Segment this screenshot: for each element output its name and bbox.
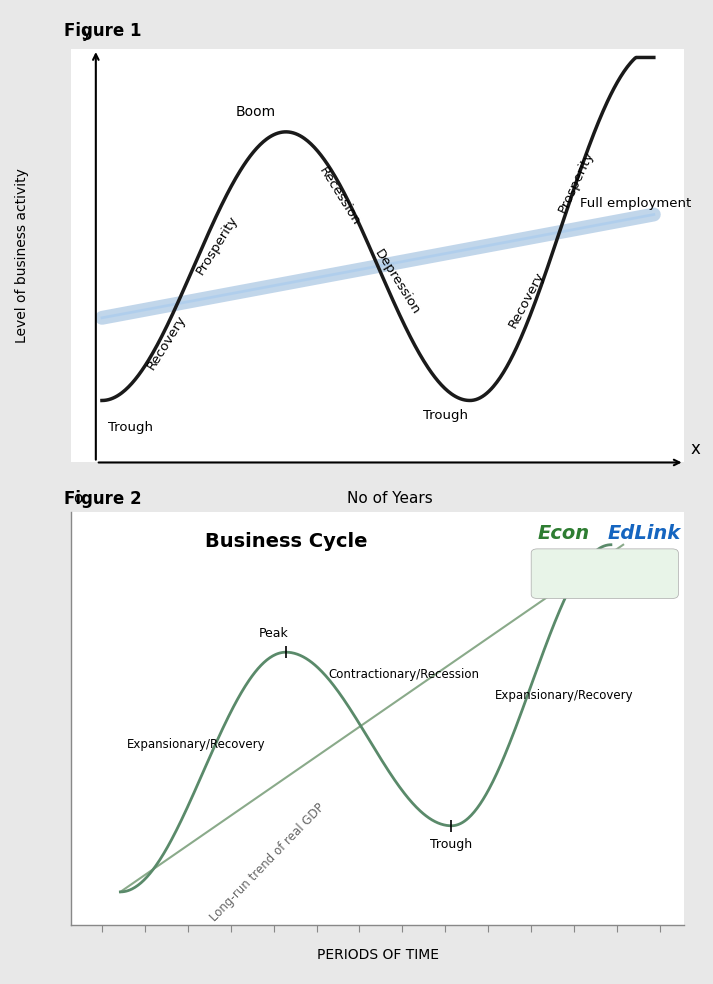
- Text: Trough: Trough: [431, 838, 473, 851]
- Text: Figure 2: Figure 2: [64, 490, 142, 508]
- Text: Business Cycle: Business Cycle: [205, 532, 367, 551]
- Text: Trough: Trough: [423, 408, 468, 422]
- Text: x: x: [691, 441, 700, 459]
- Text: Econ: Econ: [538, 524, 590, 543]
- Text: Prosperity: Prosperity: [194, 213, 240, 277]
- FancyBboxPatch shape: [531, 549, 678, 598]
- Text: Trough: Trough: [108, 421, 153, 434]
- Text: Peak: Peak: [259, 627, 289, 640]
- Text: Expansionary/Recovery: Expansionary/Recovery: [494, 689, 633, 702]
- Text: Recovery: Recovery: [507, 270, 547, 331]
- Text: Contractionary/Recession: Contractionary/Recession: [329, 668, 480, 681]
- Text: Level of business activity: Level of business activity: [15, 168, 29, 343]
- Text: Depression: Depression: [371, 248, 422, 318]
- X-axis label: PERIODS OF TIME: PERIODS OF TIME: [317, 948, 439, 962]
- Text: Expansionary/Recovery: Expansionary/Recovery: [126, 738, 265, 752]
- Text: Recovery: Recovery: [145, 312, 189, 372]
- Text: y: y: [82, 23, 91, 41]
- Text: o: o: [73, 491, 82, 507]
- Text: EdLink: EdLink: [607, 524, 681, 543]
- Text: EconEdLink: EconEdLink: [580, 567, 629, 576]
- Text: Recession: Recession: [317, 165, 363, 228]
- Text: No of Years: No of Years: [347, 491, 433, 507]
- Text: Long-run trend of real GDP: Long-run trend of real GDP: [207, 801, 327, 924]
- Text: Figure 1: Figure 1: [64, 22, 142, 39]
- Text: Boom: Boom: [235, 105, 275, 119]
- Text: Full employment: Full employment: [580, 198, 692, 211]
- Text: Prosperity: Prosperity: [555, 149, 596, 215]
